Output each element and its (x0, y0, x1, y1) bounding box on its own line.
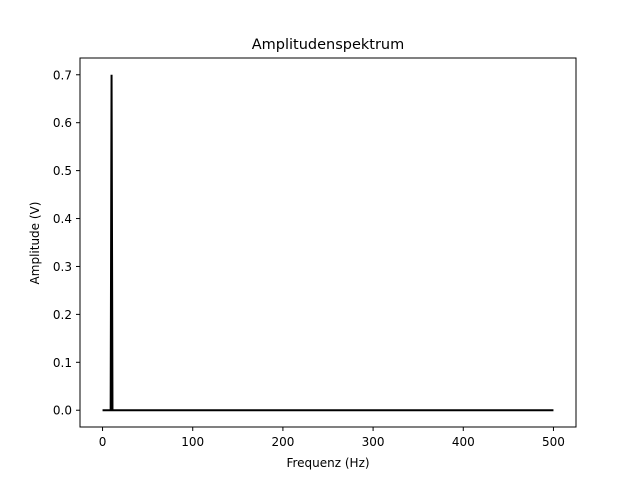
x-tick-label: 100 (181, 435, 204, 449)
x-tick-label: 300 (362, 435, 385, 449)
x-tick-label: 400 (452, 435, 475, 449)
x-tick-label: 200 (271, 435, 294, 449)
plot-area (79, 57, 577, 428)
plot-background (80, 58, 576, 427)
x-axis-ticks: 0 100 200 300 400 500 (99, 427, 565, 449)
y-tick-label: 0.2 (53, 308, 72, 322)
spectrum-line (102, 74, 554, 412)
y-tick-label: 0.6 (53, 116, 72, 130)
y-tick-label: 0.4 (53, 212, 72, 226)
y-axis-label: Amplitude (V) (28, 202, 42, 285)
y-axis-ticks: 0.0 0.1 0.2 0.3 0.4 0.5 0.6 0.7 (53, 68, 80, 418)
y-tick-label: 0.5 (53, 164, 72, 178)
y-tick-label: 0.1 (53, 356, 72, 370)
x-tick-label: 500 (542, 435, 565, 449)
x-axis-label: Frequenz (Hz) (286, 456, 369, 470)
y-tick-label: 0.7 (53, 68, 72, 82)
x-tick-label: 0 (99, 435, 107, 449)
y-tick-label: 0.0 (53, 404, 72, 418)
y-tick-label: 0.3 (53, 260, 72, 274)
plot-frame (79, 57, 577, 428)
chart-title: Amplitudenspektrum (252, 37, 405, 53)
